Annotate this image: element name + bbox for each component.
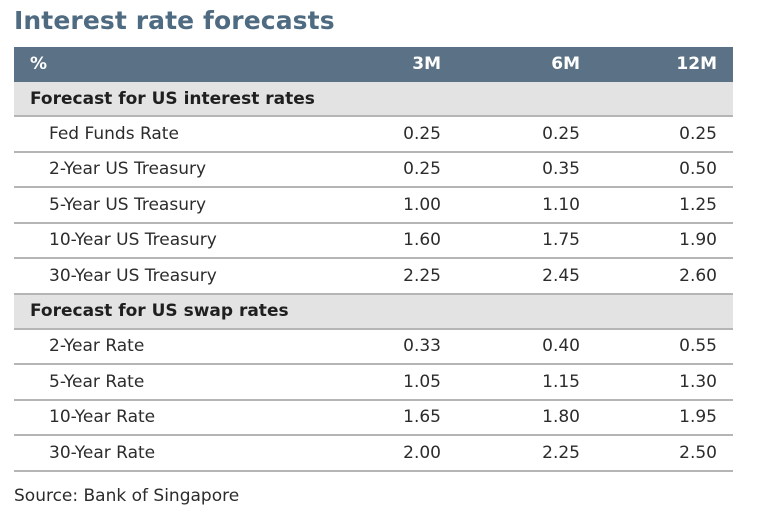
value-6m: 1.80 (542, 407, 580, 428)
value-3m: 1.00 (403, 194, 441, 215)
value-12m: 0.50 (679, 159, 717, 180)
section-label: Forecast for US interest rates (30, 88, 315, 109)
row-label: 5-Year US Treasury (49, 194, 207, 215)
row-label: 10-Year Rate (49, 407, 156, 428)
value-3m: 2.25 (403, 265, 441, 286)
row-label: 30-Year Rate (49, 442, 156, 463)
value-3m: 0.25 (403, 159, 441, 180)
value-12m: 1.30 (679, 371, 717, 392)
table-row: 5-Year US Treasury 1.00 1.10 1.25 (14, 188, 733, 224)
section-label: Forecast for US swap rates (30, 301, 289, 321)
value-6m: 0.35 (542, 159, 580, 180)
value-3m: 1.05 (403, 371, 441, 392)
value-6m: 2.25 (542, 442, 580, 463)
page-title: Interest rate forecasts (14, 6, 335, 35)
table-row: Fed Funds Rate 0.25 0.25 0.25 (14, 117, 733, 153)
table-row: 30-Year US Treasury 2.25 2.45 2.60 (14, 259, 733, 295)
section-row-swap-rates: Forecast for US swap rates (14, 294, 733, 330)
header-6m: 6M (551, 53, 580, 74)
table-row: 10-Year Rate 1.65 1.80 1.95 (14, 401, 733, 436)
header-unit: % (30, 53, 48, 74)
value-3m: 1.65 (403, 407, 441, 428)
table-header-row: % 3M 6M 12M (14, 47, 733, 82)
value-12m: 2.50 (679, 442, 717, 463)
value-12m: 2.60 (679, 265, 717, 286)
value-12m: 1.90 (679, 230, 717, 251)
value-3m: 2.00 (403, 442, 441, 463)
section-row-interest-rates: Forecast for US interest rates (14, 82, 733, 117)
value-3m: 0.25 (403, 123, 441, 144)
value-6m: 1.10 (542, 194, 580, 215)
row-label: 30-Year US Treasury (49, 265, 217, 286)
row-label: 10-Year US Treasury (49, 230, 217, 251)
row-label: Fed Funds Rate (49, 123, 179, 144)
header-3m: 3M (412, 53, 441, 74)
table-row: 2-Year US Treasury 0.25 0.35 0.50 (14, 153, 733, 188)
value-3m: 0.33 (403, 336, 441, 357)
value-12m: 1.95 (679, 407, 717, 428)
header-12m: 12M (676, 53, 717, 74)
table-row: 30-Year Rate 2.00 2.25 2.50 (14, 436, 733, 472)
value-6m: 0.25 (542, 123, 580, 144)
value-3m: 1.60 (403, 230, 441, 251)
value-6m: 2.45 (542, 265, 580, 286)
row-label: 5-Year Rate (49, 371, 145, 392)
value-12m: 0.25 (679, 123, 717, 144)
value-6m: 1.75 (542, 230, 580, 251)
value-12m: 0.55 (679, 336, 717, 357)
forecast-table: % 3M 6M 12M Forecast for US interest rat… (14, 47, 733, 472)
table-row: 2-Year Rate 0.33 0.40 0.55 (14, 330, 733, 365)
table-row: 5-Year Rate 1.05 1.15 1.30 (14, 365, 733, 401)
source-note: Source: Bank of Singapore (14, 486, 240, 506)
row-label: 2-Year US Treasury (49, 159, 207, 180)
row-label: 2-Year Rate (49, 336, 145, 357)
value-6m: 1.15 (542, 371, 580, 392)
value-6m: 0.40 (542, 336, 580, 357)
value-12m: 1.25 (679, 194, 717, 215)
table-row: 10-Year US Treasury 1.60 1.75 1.90 (14, 224, 733, 259)
